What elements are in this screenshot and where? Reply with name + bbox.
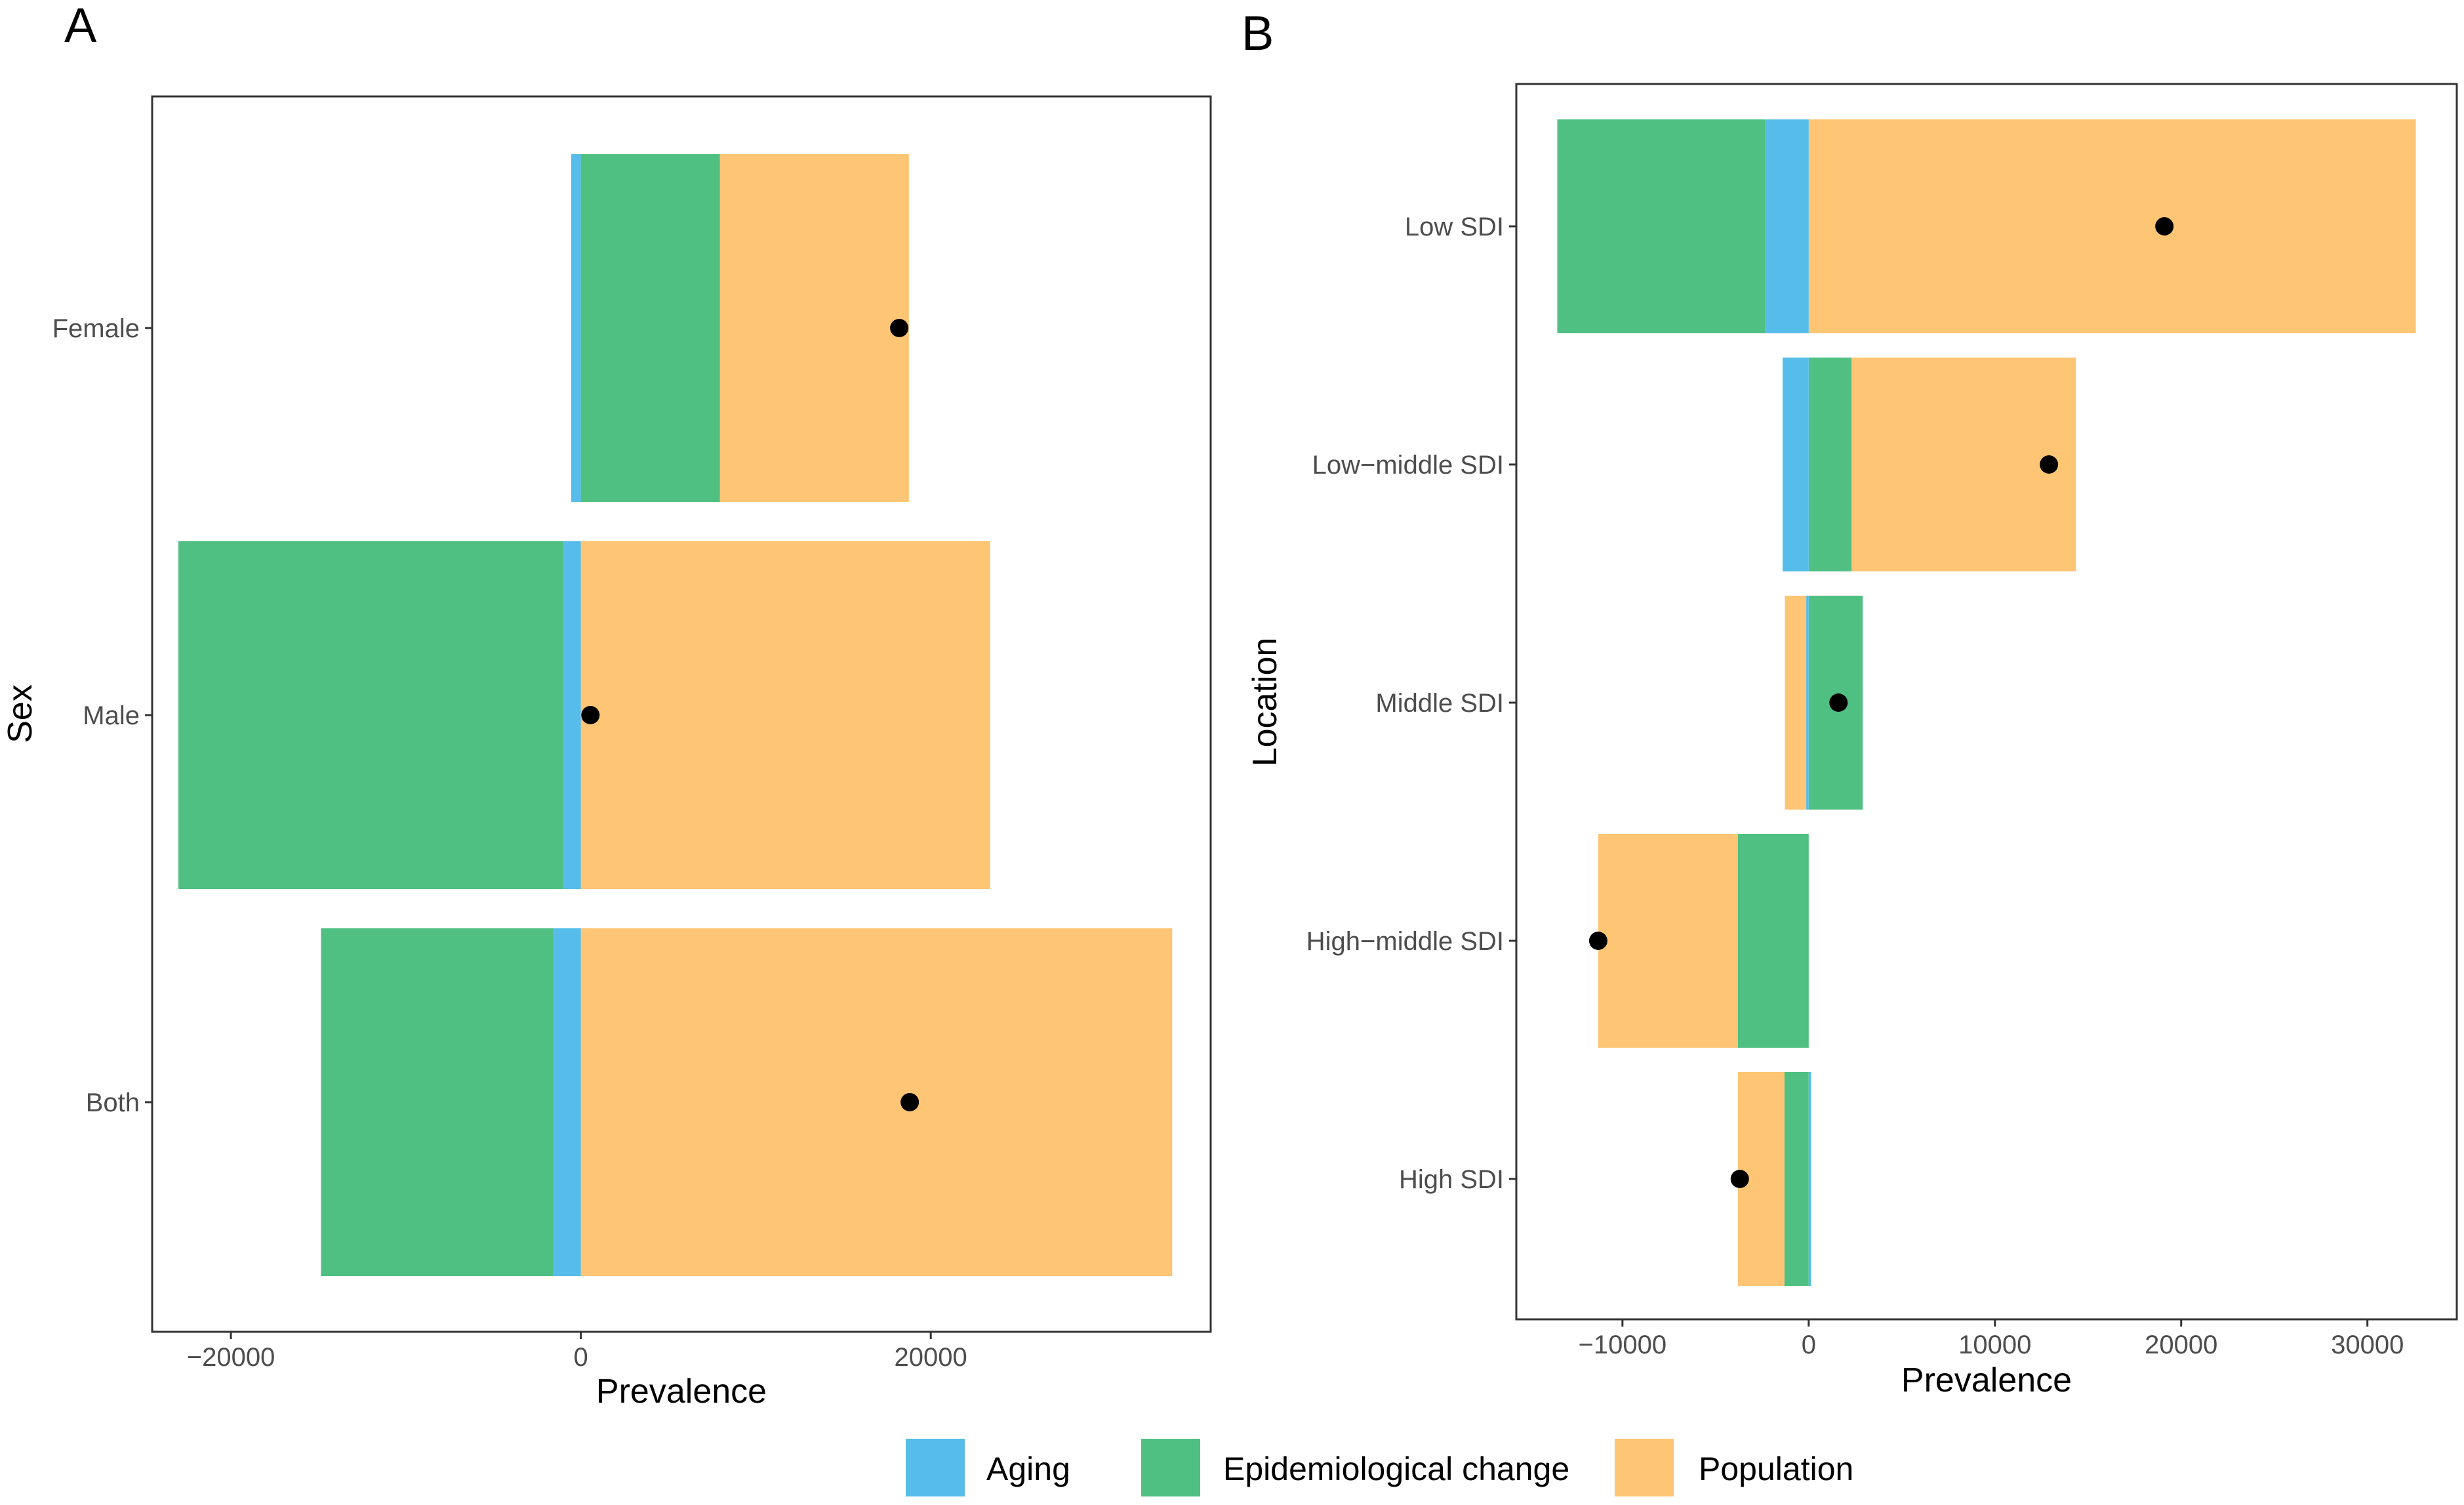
- panel-b-bar-low-middle-sdi-epidemiological-change: [1808, 358, 1852, 571]
- legend-swatch-epidemiological-change: [1141, 1439, 1200, 1496]
- panel-b-total-point-high-middle-sdi: [1588, 932, 1607, 950]
- panel-b-y-tick-label-high-middle-sdi: High−middle SDI: [1306, 927, 1504, 956]
- panel-a-total-point-both: [900, 1093, 919, 1111]
- panel-b-y-tick-label-low-sdi: Low SDI: [1405, 213, 1504, 241]
- panel-a-bar-female-epidemiological-change: [580, 154, 720, 502]
- panel-b-total-point-low-middle-sdi: [2040, 455, 2059, 474]
- legend-swatch-population: [1615, 1439, 1674, 1496]
- panel-a-bar-both-population: [580, 928, 1173, 1276]
- panel-a-x-axis: −20000 0 20000: [187, 1332, 967, 1372]
- panel-b-x-tick-label-3: 20000: [2145, 1330, 2217, 1359]
- panel-a-bar-male-population: [580, 541, 990, 889]
- panel-b-y-axis: Low SDI Low−middle SDI Middle SDI High−midd…: [1306, 213, 1516, 1194]
- panel-a-bar-male-aging: [563, 541, 581, 889]
- panel-b-x-tick-label-2: 10000: [1958, 1330, 2031, 1359]
- legend-label-epidemiological-change: Epidemiological change: [1223, 1451, 1569, 1487]
- legend-swatch-aging: [906, 1439, 965, 1496]
- panel-b-total-point-high-sdi: [1730, 1170, 1749, 1188]
- panel-b-total-point-low-sdi: [2155, 217, 2174, 236]
- panel-a-letter: A: [64, 0, 97, 52]
- panel-b-bar-high-middle-sdi-epidemiological-change: [1737, 834, 1809, 1048]
- panel-b-x-axis-title: Prevalence: [1901, 1361, 2072, 1399]
- panel-b-bar-low-sdi-aging: [1765, 119, 1809, 333]
- panel-b-y-tick-label-low-middle-sdi: Low−middle SDI: [1312, 451, 1504, 480]
- panel-b-x-axis: −10000 0 10000 20000 30000: [1579, 1319, 2404, 1359]
- panel-b-x-tick-label-4: 30000: [2331, 1330, 2404, 1359]
- panel-a-x-tick-label-1: 0: [573, 1343, 588, 1372]
- panel-b-x-tick-label-0: −10000: [1579, 1330, 1667, 1359]
- panel-b-bar-high-sdi-aging: [1808, 1072, 1811, 1286]
- panel-a-total-point-female: [890, 319, 909, 337]
- panel-b-x-tick-label-1: 0: [1802, 1330, 1816, 1359]
- legend-label-population: Population: [1699, 1451, 1853, 1487]
- panel-a-x-tick-label-0: −20000: [187, 1343, 275, 1372]
- panel-a-x-tick-label-2: 20000: [895, 1343, 967, 1372]
- panel-b-bar-low-sdi-population: [1808, 119, 2416, 333]
- panel-a-bars: [178, 154, 1173, 1276]
- panel-a-y-axis: Female Male Both: [52, 314, 152, 1117]
- panel-b-bars: [1557, 119, 2416, 1286]
- panel-a-total-point-male: [581, 706, 600, 724]
- legend-label-aging: Aging: [986, 1451, 1070, 1487]
- panel-b-bar-high-middle-sdi-population: [1598, 834, 1738, 1048]
- panel-a-x-axis-title: Prevalence: [596, 1372, 767, 1411]
- panel-b-bar-low-middle-sdi-population: [1851, 358, 2076, 571]
- panel-b-y-tick-label-high-sdi: High SDI: [1399, 1165, 1504, 1194]
- panel-a-y-tick-label-male: Male: [83, 701, 140, 730]
- panel-b-total-point-middle-sdi: [1829, 693, 1848, 712]
- panel-b-bar-middle-sdi-population: [1785, 596, 1807, 810]
- panel-a-y-axis-title: Sex: [1, 684, 39, 743]
- panel-b-bar-low-sdi-epidemiological-change: [1557, 119, 1766, 333]
- panel-a-y-tick-label-both: Both: [86, 1088, 140, 1117]
- panel-a-bar-both-epidemiological-change: [321, 928, 554, 1276]
- panel-b-bar-middle-sdi-aging: [1806, 596, 1809, 810]
- panel-a-bar-male-epidemiological-change: [178, 541, 563, 889]
- legend: Aging Epidemiological change Population: [906, 1439, 1853, 1496]
- panel-b-letter: B: [1242, 6, 1274, 60]
- panel-b-bar-high-sdi-epidemiological-change: [1784, 1072, 1809, 1286]
- panel-a-bar-female-population: [719, 154, 909, 502]
- panel-a-y-tick-label-female: Female: [52, 314, 140, 343]
- panel-a-bar-female-aging: [571, 154, 581, 502]
- panel-b-y-axis-title: Location: [1246, 638, 1284, 767]
- panel-b-bar-low-middle-sdi-aging: [1783, 358, 1809, 571]
- panel-a-bar-both-aging: [554, 928, 581, 1276]
- panel-b-y-tick-label-middle-sdi: Middle SDI: [1375, 689, 1504, 718]
